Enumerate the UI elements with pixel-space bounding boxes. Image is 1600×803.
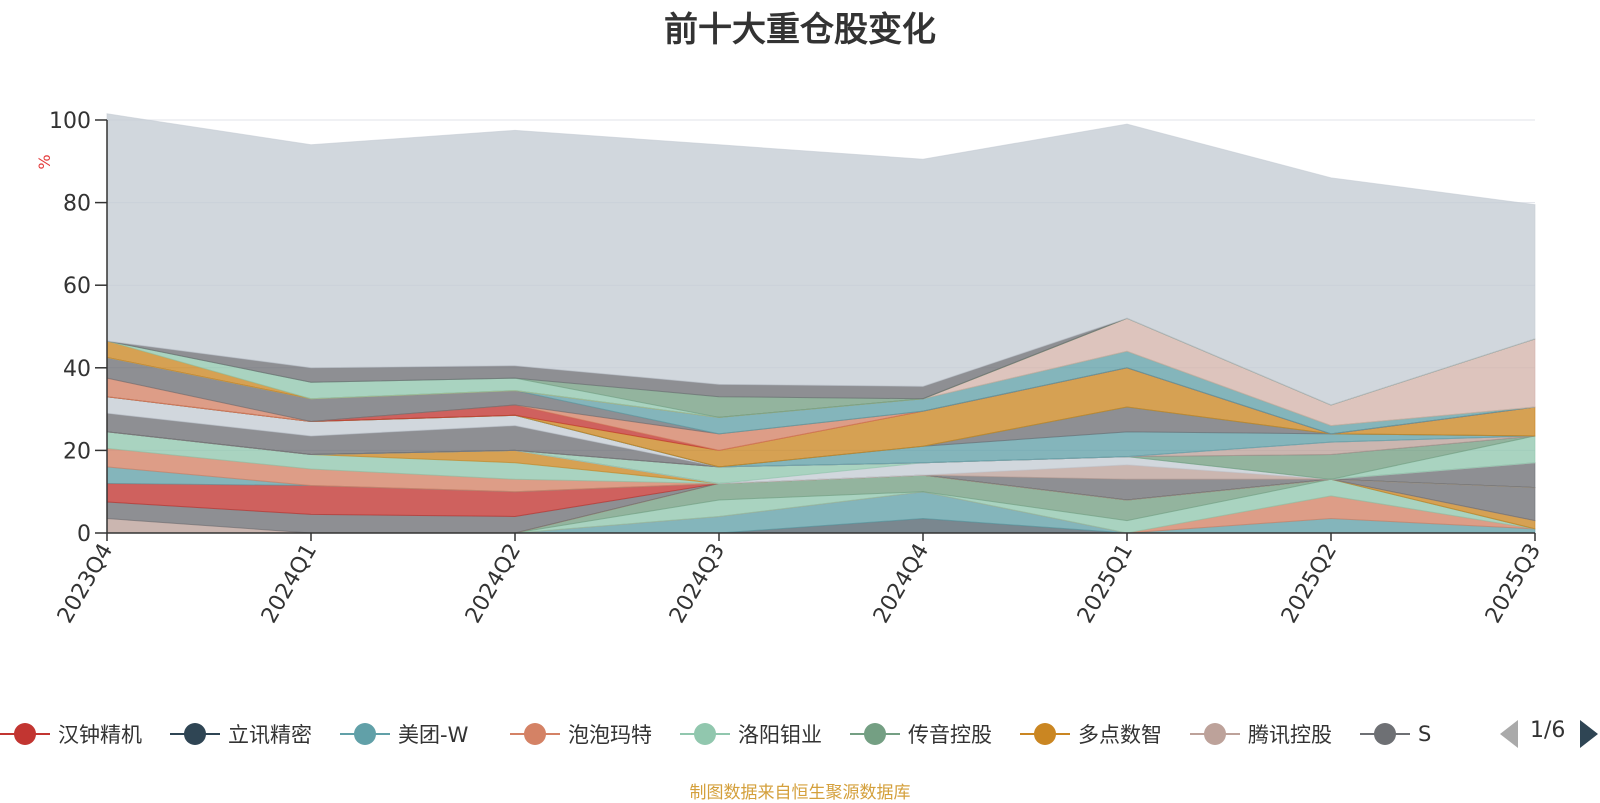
y-axis-label: % [35,154,54,169]
x-tick-label: 2024Q4 [869,540,934,628]
chart-title: 前十大重仓股变化 [664,10,936,50]
legend-label: 泡泡玛特 [568,723,652,747]
legend-marker-icon [510,719,560,749]
legend-label: S [1418,722,1432,746]
area-chart: 0 20 40 60 80 100 2023Q4 2024Q1 2024Q2 2024Q3 2024… [35,109,1546,628]
y-tick-label: 80 [63,192,91,217]
legend-label: 腾讯控股 [1248,723,1332,747]
legend-label: 汉钟精机 [58,723,142,747]
legend-marker-icon [1020,719,1070,749]
legend: 汉钟精机 立讯精密 美团-W 泡泡玛特 洛阳钼业 传音控股 多点数智 腾讯控股 S [0,714,1600,754]
legend-label: 多点数智 [1078,723,1162,747]
area-series [106,113,1536,534]
legend-items: 汉钟精机 立讯精密 美团-W 泡泡玛特 洛阳钼业 传音控股 多点数智 腾讯控股 S [0,714,1480,754]
legend-item[interactable]: 腾讯控股 [1190,714,1332,754]
series-area[interactable] [106,113,1536,406]
legend-prev-page-icon[interactable] [1500,720,1518,748]
x-tick-label: 2023Q4 [53,540,118,628]
legend-item[interactable]: 泡泡玛特 [510,714,652,754]
x-tick-label: 2024Q2 [461,540,526,628]
source-note: 制图数据来自恒生聚源数据库 [689,783,911,803]
legend-marker-icon [0,719,50,749]
y-tick-label: 60 [63,274,91,299]
legend-page-indicator: 1/6 [1530,718,1566,743]
legend-marker-icon [170,719,220,749]
legend-item[interactable]: 立讯精密 [170,714,312,754]
legend-label: 洛阳钼业 [738,723,822,747]
y-tick-label: 20 [63,439,91,464]
legend-label: 传音控股 [908,723,992,747]
legend-item[interactable]: 美团-W [340,714,468,754]
legend-next-page-icon[interactable] [1580,720,1598,748]
legend-marker-icon [340,719,390,749]
legend-label: 立讯精密 [228,723,312,747]
legend-marker-icon [850,719,900,749]
legend-item[interactable]: S [1360,714,1431,754]
legend-label: 美团-W [398,723,469,747]
legend-item[interactable]: 多点数智 [1020,714,1162,754]
legend-marker-icon [1190,719,1240,749]
x-tick-label: 2025Q3 [1481,540,1546,628]
legend-marker-icon [1360,719,1410,749]
y-tick-label: 100 [49,109,91,134]
legend-item[interactable]: 汉钟精机 [0,714,142,754]
legend-item[interactable]: 传音控股 [850,714,992,754]
legend-marker-icon [680,719,730,749]
x-tick-label: 2024Q3 [665,540,730,628]
y-tick-label: 0 [77,522,91,547]
x-tick-label: 2025Q1 [1073,540,1138,628]
legend-item[interactable]: 洛阳钼业 [680,714,822,754]
x-tick-label: 2025Q2 [1277,540,1342,628]
x-tick-label: 2024Q1 [257,540,322,628]
y-tick-label: 40 [63,357,91,382]
